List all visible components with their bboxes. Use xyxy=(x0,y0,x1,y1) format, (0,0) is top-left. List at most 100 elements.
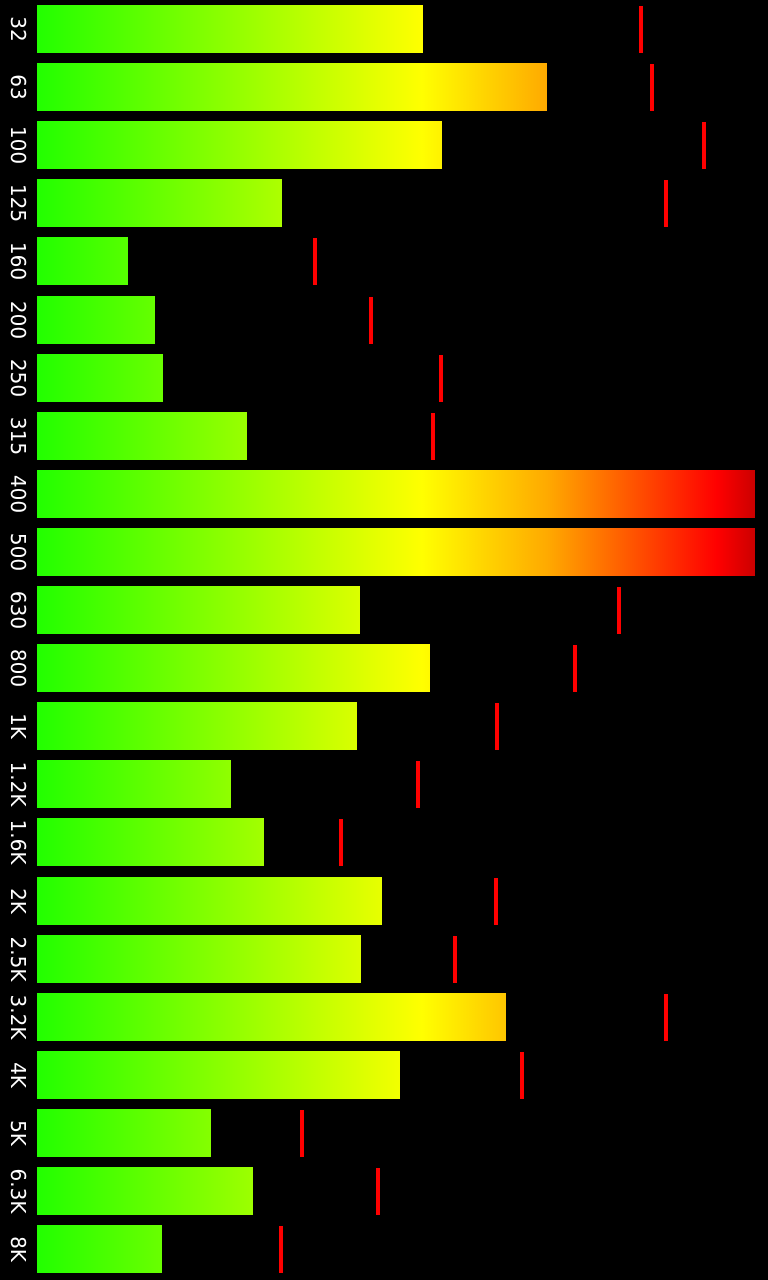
band-level-bar xyxy=(37,354,163,402)
band-label: 160 xyxy=(0,236,36,286)
band-label: 8K xyxy=(0,1224,36,1274)
band-label-text: 2.5K xyxy=(6,936,30,982)
band-row: 630 xyxy=(0,585,768,635)
band-row: 100 xyxy=(0,120,768,170)
band-label: 2K xyxy=(0,876,36,926)
band-label: 125 xyxy=(0,178,36,228)
band-label: 32 xyxy=(0,4,36,54)
band-row: 3.2K xyxy=(0,992,768,1042)
band-peak-marker xyxy=(664,180,668,227)
band-peak-marker xyxy=(300,1110,304,1157)
band-peak-marker xyxy=(495,703,499,750)
band-label-text: 160 xyxy=(6,241,30,281)
band-peak-marker xyxy=(702,122,706,169)
band-label-text: 630 xyxy=(6,590,30,630)
band-peak-marker xyxy=(520,1052,524,1099)
band-peak-marker xyxy=(453,936,457,983)
band-peak-marker xyxy=(279,1226,283,1273)
band-row: 2.5K xyxy=(0,934,768,984)
band-row: 2K xyxy=(0,876,768,926)
band-label: 3.2K xyxy=(0,992,36,1042)
band-label: 6.3K xyxy=(0,1166,36,1216)
band-label-text: 100 xyxy=(6,125,30,165)
band-level-bar xyxy=(37,470,755,518)
band-level-bar xyxy=(37,121,442,169)
band-row: 125 xyxy=(0,178,768,228)
band-peak-marker xyxy=(650,64,654,111)
band-level-bar xyxy=(37,760,231,808)
band-peak-marker xyxy=(376,1168,380,1215)
band-label-text: 32 xyxy=(6,16,30,42)
band-row: 1.6K xyxy=(0,817,768,867)
band-row: 1.2K xyxy=(0,759,768,809)
band-peak-marker xyxy=(416,761,420,808)
band-row: 32 xyxy=(0,4,768,54)
band-label-text: 500 xyxy=(6,532,30,572)
band-label-text: 6.3K xyxy=(6,1168,30,1214)
band-label: 1K xyxy=(0,701,36,751)
band-peak-marker xyxy=(573,645,577,692)
band-level-bar xyxy=(37,935,361,983)
band-label: 400 xyxy=(0,469,36,519)
band-row: 315 xyxy=(0,411,768,461)
band-level-bar xyxy=(37,528,755,576)
band-label-text: 8K xyxy=(6,1236,30,1262)
band-label-text: 1.6K xyxy=(6,819,30,865)
band-peak-marker xyxy=(313,238,317,285)
band-level-bar xyxy=(37,1109,211,1157)
band-label-text: 400 xyxy=(6,474,30,514)
band-peak-marker xyxy=(339,819,343,866)
band-label: 4K xyxy=(0,1050,36,1100)
band-row: 800 xyxy=(0,643,768,693)
band-level-bar xyxy=(37,818,264,866)
band-level-bar xyxy=(37,1167,253,1215)
band-row: 250 xyxy=(0,353,768,403)
band-label: 630 xyxy=(0,585,36,635)
band-label: 5K xyxy=(0,1108,36,1158)
band-label: 2.5K xyxy=(0,934,36,984)
band-label-text: 800 xyxy=(6,648,30,688)
band-level-bar xyxy=(37,63,547,111)
band-label: 200 xyxy=(0,295,36,345)
band-label: 1.6K xyxy=(0,817,36,867)
band-row: 63 xyxy=(0,62,768,112)
band-label-text: 125 xyxy=(6,183,30,223)
band-row: 8K xyxy=(0,1224,768,1274)
band-level-bar xyxy=(37,1225,162,1273)
band-label-text: 200 xyxy=(6,300,30,340)
band-row: 200 xyxy=(0,295,768,345)
band-label: 800 xyxy=(0,643,36,693)
band-label-text: 315 xyxy=(6,416,30,456)
band-peak-marker xyxy=(431,413,435,460)
band-peak-marker xyxy=(494,878,498,925)
band-label-text: 63 xyxy=(6,74,30,100)
band-level-bar xyxy=(37,644,430,692)
band-level-bar xyxy=(37,993,506,1041)
band-level-bar xyxy=(37,877,382,925)
band-row: 400 xyxy=(0,469,768,519)
band-level-bar xyxy=(37,296,155,344)
band-level-bar xyxy=(37,586,360,634)
band-label-text: 4K xyxy=(6,1062,30,1088)
band-peak-marker xyxy=(439,355,443,402)
band-label: 250 xyxy=(0,353,36,403)
band-level-bar xyxy=(37,179,282,227)
band-row: 4K xyxy=(0,1050,768,1100)
band-label-text: 5K xyxy=(6,1120,30,1146)
band-label-text: 250 xyxy=(6,358,30,398)
band-row: 5K xyxy=(0,1108,768,1158)
band-row: 1K xyxy=(0,701,768,751)
band-level-bar xyxy=(37,412,247,460)
band-label: 63 xyxy=(0,62,36,112)
band-label: 100 xyxy=(0,120,36,170)
band-level-bar xyxy=(37,1051,400,1099)
band-row: 6.3K xyxy=(0,1166,768,1216)
band-level-bar xyxy=(37,237,128,285)
band-label-text: 2K xyxy=(6,888,30,914)
band-label: 500 xyxy=(0,527,36,577)
band-peak-marker xyxy=(664,994,668,1041)
band-label-text: 3.2K xyxy=(6,994,30,1040)
band-peak-marker xyxy=(617,587,621,634)
band-peak-marker xyxy=(369,297,373,344)
